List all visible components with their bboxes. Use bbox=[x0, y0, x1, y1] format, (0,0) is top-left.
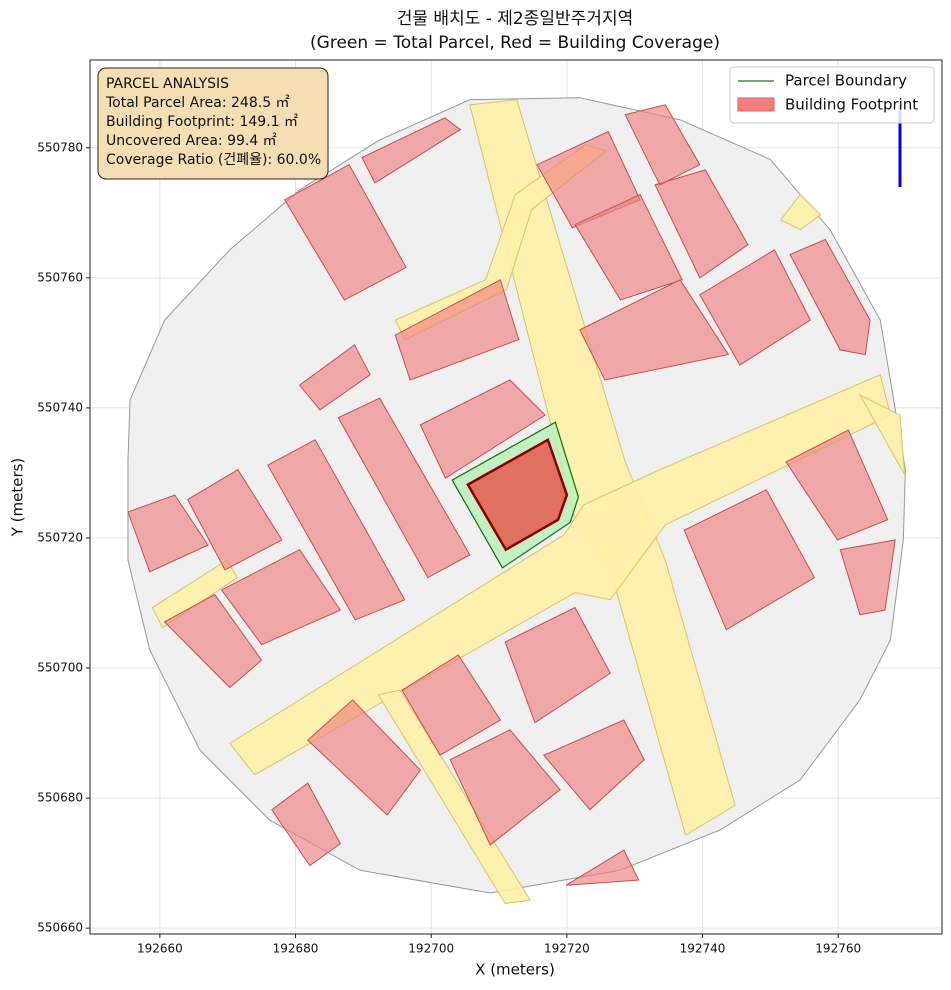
info-box bbox=[97, 67, 329, 180]
building bbox=[624, 104, 701, 186]
building bbox=[419, 379, 546, 479]
legend-swatch bbox=[737, 97, 775, 112]
road bbox=[858, 393, 906, 476]
building bbox=[699, 249, 812, 366]
x-tick-label: 192700 bbox=[408, 942, 454, 956]
chart-title: 건물 배치도 - 제2종일반주거지역 bbox=[397, 9, 633, 29]
building bbox=[127, 494, 209, 573]
building bbox=[271, 782, 341, 867]
plot-area bbox=[127, 97, 906, 904]
building bbox=[220, 549, 342, 646]
road bbox=[779, 193, 822, 231]
building bbox=[789, 238, 871, 356]
building bbox=[654, 169, 749, 279]
x-tick-label: 192740 bbox=[680, 942, 726, 956]
info-line: Building Footprint: 149.1 ㎡ bbox=[106, 114, 298, 130]
building bbox=[574, 193, 683, 301]
overlay: Parcel Boundary Building Footprint PARCEL … bbox=[97, 66, 935, 180]
building bbox=[394, 279, 520, 381]
building bbox=[565, 849, 640, 886]
road bbox=[151, 559, 238, 629]
chart-subtitle: (Green = Total Parcel, Red = Building Co… bbox=[310, 33, 720, 53]
building bbox=[449, 729, 561, 846]
y-tick-label: 550680 bbox=[37, 791, 83, 805]
building bbox=[283, 164, 407, 301]
building bbox=[683, 489, 816, 631]
info-line: Total Parcel Area: 248.5 ㎡ bbox=[105, 95, 290, 111]
y-tick-label: 550700 bbox=[37, 661, 83, 675]
building bbox=[401, 654, 502, 756]
axes-frame bbox=[89, 59, 943, 935]
y-tick-label: 550760 bbox=[37, 270, 83, 284]
building bbox=[579, 279, 730, 381]
x-tick-label: 192680 bbox=[273, 942, 319, 956]
y-tick-label: 550740 bbox=[37, 400, 83, 414]
building bbox=[187, 469, 283, 571]
info-line: Uncovered Area: 99.4 ㎡ bbox=[106, 133, 277, 149]
legend-label: Building Footprint bbox=[785, 96, 918, 114]
building bbox=[504, 606, 611, 724]
legend-box bbox=[729, 66, 935, 124]
info-line: Coverage Ratio (건폐율): 60.0% bbox=[106, 152, 321, 168]
x-tick-label: 192760 bbox=[815, 942, 861, 956]
building bbox=[785, 429, 889, 541]
building bbox=[839, 539, 896, 616]
x-tick-label: 192660 bbox=[137, 942, 183, 956]
y-tick-label: 550660 bbox=[37, 921, 83, 935]
building bbox=[361, 117, 462, 184]
y-tick-label: 550780 bbox=[37, 140, 83, 154]
legend-label: Parcel Boundary bbox=[785, 72, 907, 90]
x-axis-label: X (meters) bbox=[475, 961, 555, 979]
building bbox=[307, 699, 422, 816]
building bbox=[298, 344, 371, 411]
building bbox=[542, 719, 645, 811]
road bbox=[377, 689, 532, 904]
y-axis-label: Y (meters) bbox=[9, 458, 27, 538]
info-title: PARCEL ANALYSIS bbox=[106, 76, 229, 92]
y-tick-label: 550720 bbox=[37, 530, 83, 544]
x-tick-label: 192720 bbox=[544, 942, 590, 956]
building bbox=[163, 593, 263, 689]
building bbox=[267, 439, 406, 621]
building bbox=[337, 397, 471, 579]
target-footprint bbox=[466, 437, 569, 552]
